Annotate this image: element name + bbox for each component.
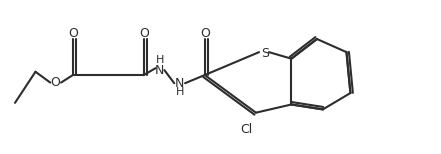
Text: O: O xyxy=(50,76,60,89)
Text: O: O xyxy=(200,27,209,40)
Text: N: N xyxy=(175,77,184,90)
Text: S: S xyxy=(261,47,269,60)
Text: Cl: Cl xyxy=(240,123,252,136)
Text: O: O xyxy=(68,27,78,40)
Text: H: H xyxy=(176,87,184,97)
Text: H: H xyxy=(156,55,164,65)
Text: O: O xyxy=(139,27,149,40)
Text: N: N xyxy=(155,64,164,77)
